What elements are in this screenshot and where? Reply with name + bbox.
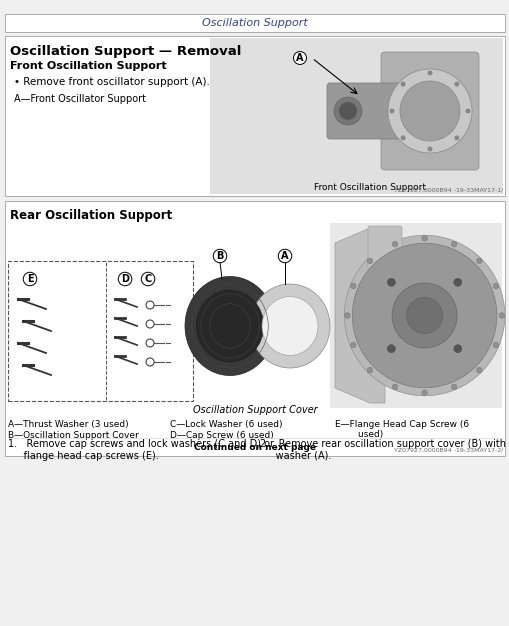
Circle shape [498,313,503,318]
Text: Oscillation Support: Oscillation Support [202,18,307,28]
Text: B—Oscillation Support Cover: B—Oscillation Support Cover [8,431,138,440]
Text: YZ07927,0000B94 -19-33MAY17-1/: YZ07927,0000B94 -19-33MAY17-1/ [393,188,502,193]
Circle shape [427,71,432,76]
FancyBboxPatch shape [367,226,401,270]
Text: Continued on next page: Continued on next page [193,443,316,452]
Circle shape [387,69,471,153]
Text: 2.   Remove rear oscillation support cover (B) with thrust
     washer (A).: 2. Remove rear oscillation support cover… [260,439,509,461]
Circle shape [492,342,498,348]
Circle shape [453,345,461,352]
Circle shape [333,97,361,125]
Text: YZ07927,0000B94 -19-33MAY17-2/: YZ07927,0000B94 -19-33MAY17-2/ [393,447,502,452]
Circle shape [450,384,456,389]
Bar [5,201,504,456]
Text: C—Lock Washer (6 used): C—Lock Washer (6 used) [169,420,282,429]
Circle shape [421,235,427,241]
Text: 1.   Remove cap screws and lock washers (C and D) or
     flange head cap screws: 1. Remove cap screws and lock washers (C… [8,439,273,461]
Text: • Remove front oscillator support (A).: • Remove front oscillator support (A). [14,77,210,87]
Ellipse shape [196,290,263,362]
Circle shape [352,244,496,387]
Circle shape [453,279,461,286]
Circle shape [427,146,432,151]
Text: Oscillation Support Cover: Oscillation Support Cover [192,405,317,415]
Text: E—Flange Head Cap Screw (6
        used): E—Flange Head Cap Screw (6 used) [334,420,468,439]
Circle shape [421,390,427,396]
Circle shape [389,108,394,113]
Circle shape [400,81,405,86]
Circle shape [350,342,355,348]
Bar [329,223,501,408]
Circle shape [465,108,470,113]
Text: A: A [296,53,303,63]
Circle shape [391,384,397,389]
Text: Oscillation Support — Removal: Oscillation Support — Removal [10,44,241,58]
Circle shape [399,81,459,141]
Text: A—Front Oscillator Support: A—Front Oscillator Support [14,94,146,104]
Ellipse shape [249,284,329,368]
Circle shape [344,313,350,318]
Text: B: B [216,251,223,261]
Bar [8,261,192,401]
Circle shape [391,283,456,348]
Circle shape [454,135,459,140]
Circle shape [338,102,356,120]
Circle shape [492,283,498,289]
Bar [5,14,504,32]
Text: Front Oscillation Support: Front Oscillation Support [314,183,425,192]
Text: A: A [280,251,288,261]
Text: A—Thrust Washer (3 used): A—Thrust Washer (3 used) [8,420,128,429]
Circle shape [475,367,481,373]
Text: C: C [144,274,151,284]
Text: E: E [26,274,33,284]
Text: D: D [121,274,129,284]
Circle shape [391,242,397,247]
Circle shape [366,367,372,373]
Text: D—Cap Screw (6 used): D—Cap Screw (6 used) [169,431,273,440]
Bar [210,38,502,194]
Circle shape [400,135,405,140]
Circle shape [387,279,394,286]
FancyBboxPatch shape [326,83,412,139]
Text: Front Oscillation Support: Front Oscillation Support [10,61,166,71]
Circle shape [344,235,504,396]
Circle shape [366,258,372,264]
Ellipse shape [185,277,274,376]
Circle shape [350,283,355,289]
Text: Rear Oscillation Support: Rear Oscillation Support [10,208,172,222]
Circle shape [454,81,459,86]
Circle shape [475,258,481,264]
FancyBboxPatch shape [380,52,478,170]
Circle shape [450,242,456,247]
Ellipse shape [262,297,318,356]
Bar [0,457,509,626]
Circle shape [387,345,394,352]
Polygon shape [334,228,384,403]
Circle shape [406,297,442,334]
Bar [5,36,504,196]
